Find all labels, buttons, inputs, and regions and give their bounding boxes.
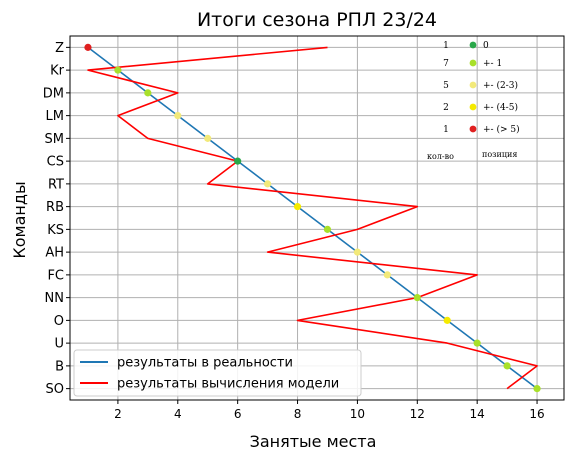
y-tick-label-sm: SM bbox=[45, 132, 64, 147]
y-tick-label-rb: RB bbox=[46, 200, 64, 215]
y-tick-label-b: B bbox=[55, 359, 64, 374]
y-tick-label-u: U bbox=[54, 337, 64, 352]
x-tick-label: 10 bbox=[350, 407, 365, 421]
marker-legend-dot bbox=[469, 59, 477, 67]
marker-legend-count: 1 bbox=[443, 41, 449, 51]
y-tick-label-ah: AH bbox=[45, 246, 64, 261]
marker-o bbox=[443, 316, 451, 324]
marker-legend-label: +- (2-3) bbox=[483, 80, 518, 91]
series-legend-label: результаты вычисления модели bbox=[117, 377, 339, 392]
y-tick-label-z: Z bbox=[55, 41, 64, 56]
marker-legend-count: 7 bbox=[443, 59, 449, 69]
marker-cs bbox=[234, 157, 242, 165]
marker-legend-label: 0 bbox=[483, 41, 489, 51]
y-axis-label: Команды bbox=[10, 181, 29, 258]
marker-fc bbox=[383, 271, 391, 279]
chart-title: Итоги сезона РПЛ 23/24 bbox=[197, 9, 437, 31]
x-tick-label: 14 bbox=[470, 407, 485, 421]
marker-u bbox=[473, 339, 481, 347]
marker-z bbox=[84, 43, 92, 51]
y-tick-label-kr: Kr bbox=[50, 64, 65, 79]
y-tick-label-o: O bbox=[54, 314, 64, 329]
marker-sm bbox=[204, 134, 212, 142]
y-tick-label-dm: DM bbox=[43, 86, 64, 101]
y-tick-label-rt: RT bbox=[48, 177, 64, 192]
marker-kr bbox=[114, 66, 122, 74]
marker-legend-count-header: кол-во bbox=[427, 152, 454, 161]
marker-legend-label: +- (4-5) bbox=[483, 102, 518, 113]
marker-legend: 1 0 7 +- 1 5 +- (2-3) 2 +- (4-5) 1 +- (> 5) кол-во… bbox=[427, 41, 520, 161]
series-lines bbox=[87, 46, 538, 390]
marker-legend-dot bbox=[469, 103, 477, 111]
marker-legend-label: +- 1 bbox=[483, 59, 502, 69]
marker-dm bbox=[144, 89, 152, 97]
marker-legend-dot bbox=[469, 81, 477, 89]
y-tick-label-fc: FC bbox=[47, 268, 64, 283]
marker-ah bbox=[353, 248, 362, 256]
marker-lm bbox=[174, 112, 182, 120]
x-tick-label: 2 bbox=[114, 407, 122, 421]
x-tick-label: 16 bbox=[529, 407, 544, 421]
y-tick-label-cs: CS bbox=[47, 155, 64, 170]
y-tick-label-ks: KS bbox=[47, 223, 64, 238]
marker-legend-count: 1 bbox=[443, 125, 449, 135]
marker-legend-label: +- (> 5) bbox=[483, 124, 520, 135]
x-axis-label: Занятые места bbox=[250, 432, 377, 451]
x-tick-label: 4 bbox=[174, 407, 182, 421]
x-tick-label: 8 bbox=[294, 407, 302, 421]
series-legend-box bbox=[73, 349, 362, 397]
series-legend: результаты в реальности результаты вычисл… bbox=[73, 349, 362, 397]
marker-legend-count: 5 bbox=[443, 81, 449, 91]
marker-ks bbox=[323, 225, 332, 233]
y-tick-label-nn: NN bbox=[45, 291, 64, 306]
y-tick-label-so: SO bbox=[46, 382, 64, 397]
marker-rt bbox=[264, 180, 272, 188]
series-legend-label: результаты в реальности bbox=[117, 356, 293, 371]
plot-frame bbox=[69, 35, 565, 401]
y-tick-label-lm: LM bbox=[46, 109, 64, 124]
marker-legend-dot bbox=[469, 41, 477, 49]
marker-rb bbox=[293, 203, 302, 211]
x-tick-label: 12 bbox=[410, 407, 425, 421]
series-line-2 bbox=[87, 46, 538, 390]
marker-legend-dot bbox=[469, 125, 477, 133]
x-axis: 2 4 6 8 10 12 14 16 bbox=[114, 400, 545, 421]
series-line-1 bbox=[87, 46, 538, 390]
marker-legend-count: 2 bbox=[443, 103, 449, 113]
marker-b bbox=[503, 362, 511, 370]
y-axis: SO BUO NN FC AH KS RB RT CS SM LM DM Kr Z bbox=[43, 41, 70, 397]
marker-nn bbox=[413, 294, 421, 302]
x-tick-label: 6 bbox=[234, 407, 242, 421]
marker-legend-position-header: позиция bbox=[482, 150, 517, 159]
position-markers bbox=[84, 43, 541, 393]
marker-so bbox=[533, 385, 541, 393]
